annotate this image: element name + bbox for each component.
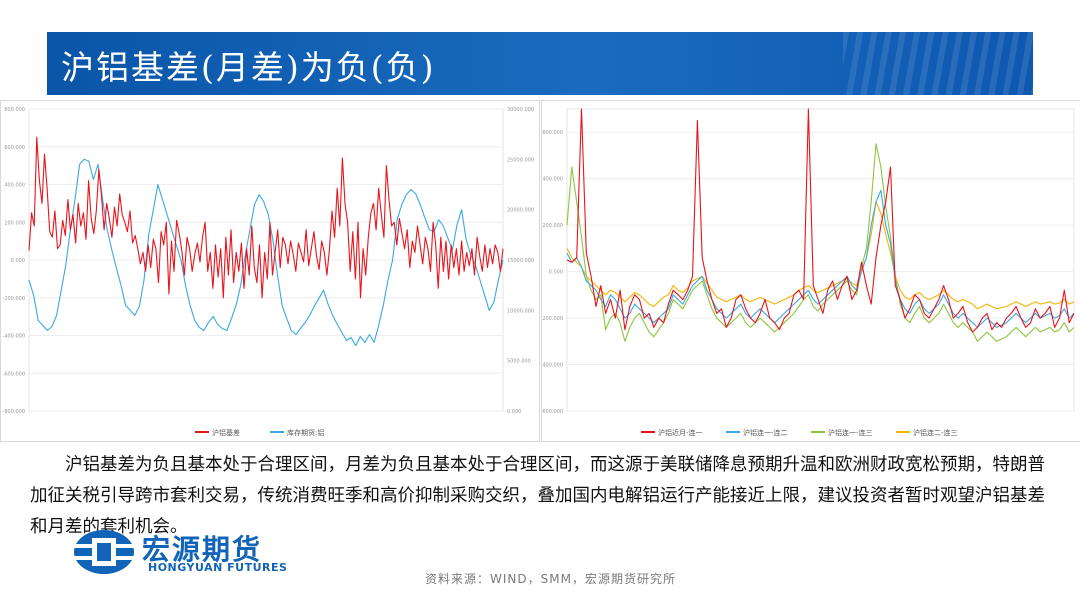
- y2-tick-label: 5000.000: [507, 359, 531, 365]
- title-bar: 沪铝基差(月差)为负(负): [47, 32, 1033, 95]
- series-line: [28, 136, 504, 299]
- y2-tick-label: 10000.000: [507, 308, 534, 314]
- chart-basis-inventory-svg: 800.000 600.000 400.000 200.000 0.000 -200.00…: [3, 107, 535, 437]
- y-tick-label: -600.000: [3, 371, 25, 377]
- logo-name-cn: 宏源期货: [142, 533, 263, 566]
- y-tick-label: 600.000: [4, 145, 25, 151]
- page-title: 沪铝基差(月差)为负(负): [61, 48, 436, 87]
- y-tick-label: 200.000: [4, 220, 25, 226]
- y-tick-label: 400.000: [542, 177, 563, 183]
- y-tick-label: 800.000: [4, 107, 25, 113]
- y2-tick-label: 20000.000: [507, 208, 534, 214]
- y-tick-label: -600.000: [542, 409, 563, 415]
- y-tick-label: 0.000: [549, 270, 563, 276]
- chart-month-spreads: 600.000 400.000 200.000 0.000 -200.000 -400.0…: [541, 100, 1080, 442]
- series-line: [28, 158, 504, 347]
- legend-label: 库存期货:铝: [287, 428, 324, 437]
- plot-area: [566, 108, 1075, 412]
- legend-label: 沪铝近月-连一: [658, 428, 703, 437]
- y-tick-label: 200.000: [542, 223, 563, 229]
- y2-tick-label: 15000.000: [507, 258, 534, 264]
- analysis-paragraph: 沪铝基差为负且基本处于合理区间，月差为负且基本处于合理区间，而这源于美联储降息预…: [30, 455, 1045, 537]
- y2-tick-label: 25000.000: [507, 157, 534, 163]
- series-line: [566, 108, 1075, 333]
- y-tick-label: -400.000: [542, 363, 563, 369]
- y-tick-label: 600.000: [542, 130, 563, 136]
- logo-name-en: HONGYUAN FUTURES: [148, 561, 288, 574]
- y-tick-label: -800.000: [3, 409, 25, 415]
- hongyuan-logo-icon: [74, 530, 134, 574]
- chart-month-spreads-svg: 600.000 400.000 200.000 0.000 -200.000 -400.0…: [542, 108, 1075, 437]
- y-tick-label: 0.000: [11, 258, 25, 264]
- company-logo: 宏源期货 HONGYUAN FUTURES: [72, 528, 312, 576]
- y-tick-label: -200.000: [3, 296, 25, 302]
- legend-label: 沪铝连二-连三: [913, 428, 958, 437]
- y-tick-label: -200.000: [542, 316, 563, 322]
- y2-tick-label: 30000.000: [507, 107, 534, 113]
- legend-label: 沪铝连一-连三: [828, 428, 873, 437]
- y2-tick-label: 0.000: [507, 409, 521, 415]
- legend-label: 沪铝连一-连二: [743, 428, 788, 437]
- data-source-note: 资料来源：WIND，SMM，宏源期货研究所: [425, 572, 676, 586]
- series-line: [566, 201, 1075, 310]
- legend-label: 沪铝基差: [212, 428, 240, 437]
- y-tick-label: -400.000: [3, 334, 25, 340]
- chart-basis-inventory: 800.000 600.000 400.000 200.000 0.000 -200.00…: [0, 100, 540, 442]
- title-bar-decoration: [843, 32, 1033, 95]
- y-tick-label: 400.000: [4, 183, 25, 189]
- analysis-paragraph-block: 沪铝基差为负且基本处于合理区间，月差为负且基本处于合理区间，而这源于美联储降息预…: [30, 450, 1060, 543]
